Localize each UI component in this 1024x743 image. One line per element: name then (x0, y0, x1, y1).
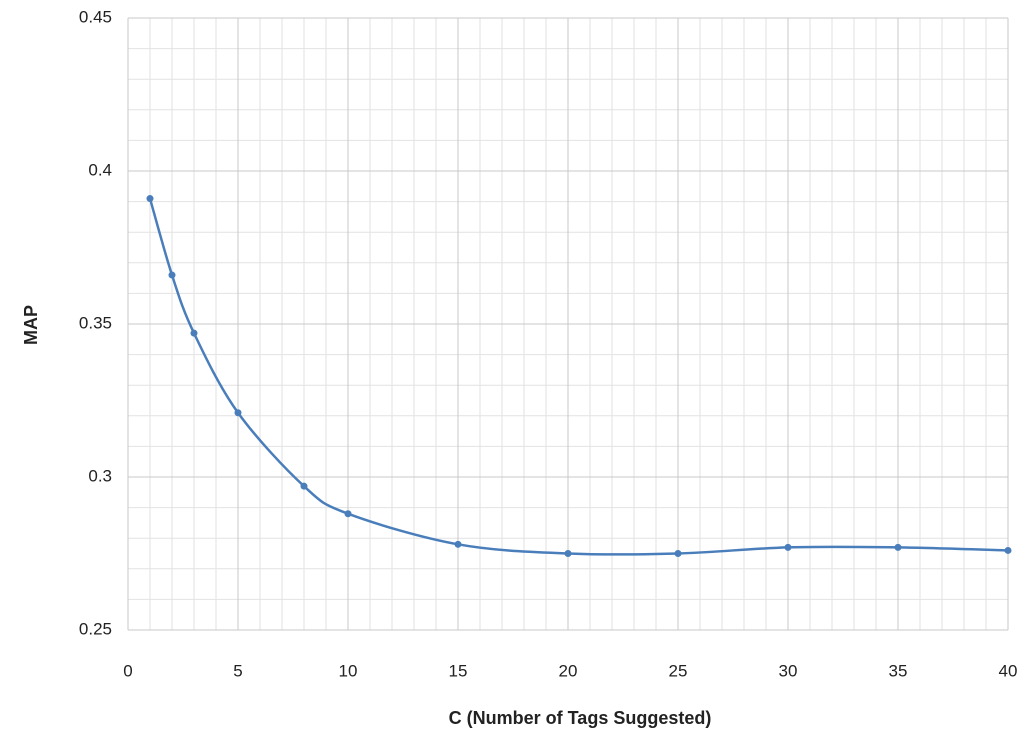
y-tick-label: 0.35 (79, 313, 112, 332)
x-tick-label: 40 (999, 661, 1018, 680)
y-axis-title: MAP (21, 305, 41, 345)
marker (344, 510, 352, 518)
marker (784, 543, 792, 551)
marker (454, 540, 462, 548)
marker (1004, 546, 1012, 554)
x-axis-title: C (Number of Tags Suggested) (449, 708, 712, 728)
x-tick-label: 20 (559, 661, 578, 680)
x-tick-label: 0 (123, 661, 132, 680)
y-tick-label: 0.45 (79, 7, 112, 26)
marker (564, 550, 572, 557)
y-tick-label: 0.4 (88, 160, 112, 179)
line (148, 198, 1009, 556)
marker (234, 409, 242, 417)
x-tick-label: 35 (889, 661, 908, 680)
marker (894, 543, 902, 551)
x-tick-label: 5 (233, 661, 242, 680)
marker (674, 550, 682, 557)
marker (146, 195, 154, 203)
x-tick-label: 15 (449, 661, 468, 680)
x-tick-label: 25 (669, 661, 688, 680)
marker (300, 482, 308, 490)
marker (168, 271, 176, 279)
x-tick-label: 10 (339, 661, 358, 680)
y-tick-label: 0.25 (79, 619, 112, 638)
marker (190, 329, 198, 337)
x-tick-label: 30 (779, 661, 798, 680)
y-tick-label: 0.3 (88, 466, 112, 485)
